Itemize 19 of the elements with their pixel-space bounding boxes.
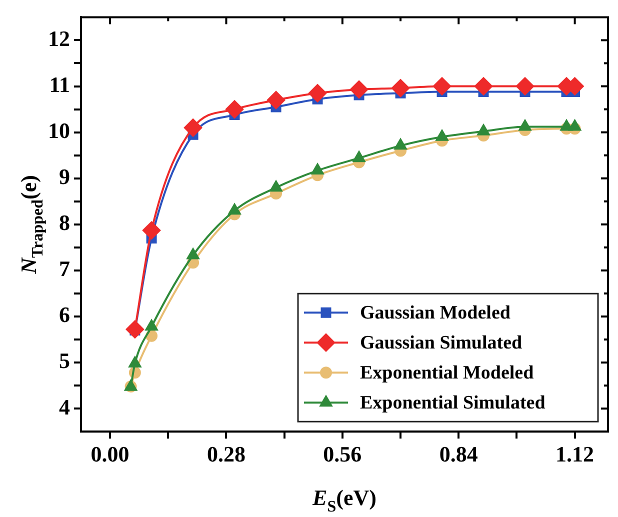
y-tick-label: 8: [59, 210, 70, 236]
x-tick-label: 0.00: [90, 441, 130, 466]
y-tick-label: 12: [48, 26, 70, 51]
y-tick-label: 10: [48, 118, 70, 143]
y-tick-label: 9: [59, 164, 70, 190]
y-tick-label: 5: [59, 348, 70, 374]
x-tick-label: 0.28: [206, 441, 246, 466]
x-tick-label: 1.12: [556, 441, 594, 466]
y-tick-label: 7: [59, 256, 70, 282]
legend-label: Exponential Simulated: [360, 392, 546, 414]
y-tick-label: 4: [59, 394, 70, 420]
y-axis-title: NTrapped(e): [16, 175, 47, 275]
y-tick-label: 11: [49, 72, 70, 97]
y-tick-label: 6: [59, 302, 70, 328]
x-tick-label: 0.56: [323, 441, 362, 466]
legend-label: Gaussian Simulated: [360, 332, 523, 354]
legend-label: Gaussian Modeled: [360, 302, 511, 324]
x-tick-label: 0.84: [439, 441, 478, 466]
legend-label: Exponential Modeled: [360, 362, 534, 384]
